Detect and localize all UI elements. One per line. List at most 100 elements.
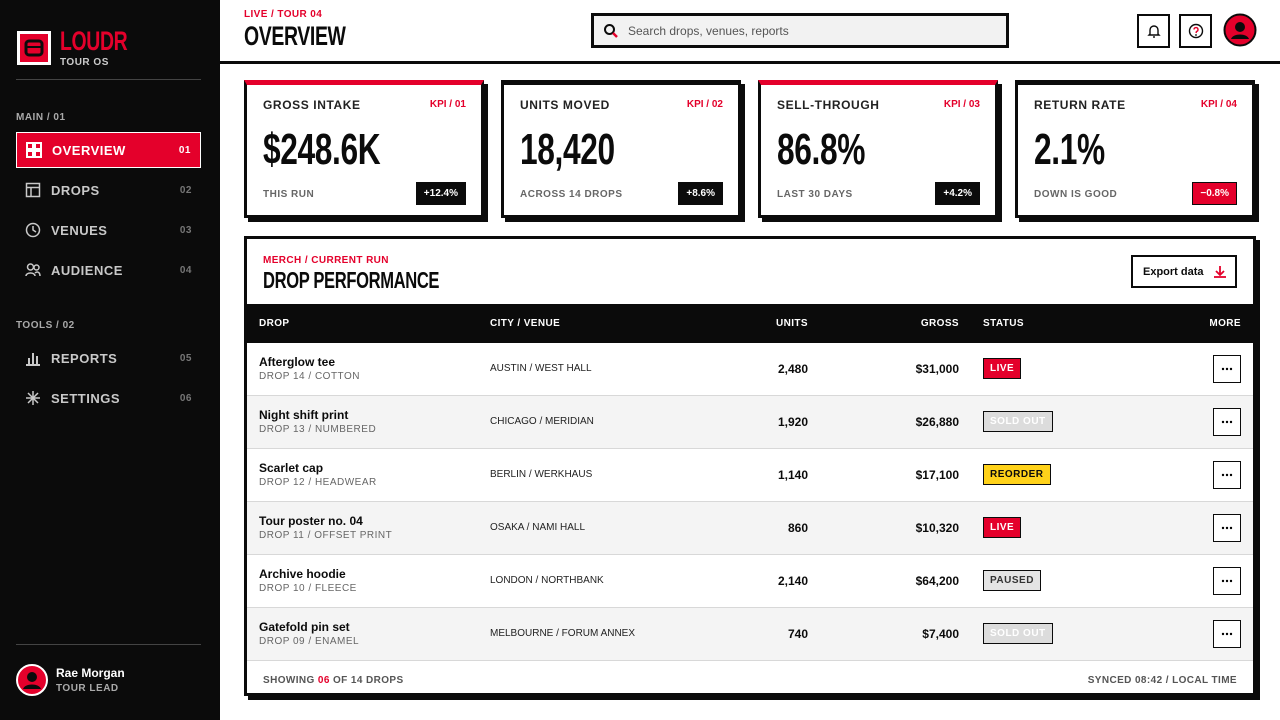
units: 1,140	[777, 468, 808, 482]
help-icon	[1188, 23, 1203, 39]
user-avatar[interactable]	[16, 664, 48, 696]
nav-item[interactable]: DROPS 02	[16, 172, 201, 208]
column-header: CITY / VENUE	[490, 318, 561, 329]
drop-name: Afterglow tee	[259, 355, 336, 369]
more-button[interactable]	[1213, 408, 1241, 436]
kpi-note: LAST 30 DAYS	[777, 189, 853, 200]
notifications-button[interactable]	[1137, 14, 1170, 48]
kpi-card: SELL-THROUGH KPI / 03 86.8% LAST 30 DAYS +4.…	[758, 80, 998, 218]
nav-icon	[26, 353, 40, 366]
units: 2,140	[777, 574, 808, 588]
units: 1,920	[777, 415, 808, 429]
kpi-note: THIS RUN	[263, 189, 315, 200]
kpi-tag: KPI / 03	[943, 99, 980, 110]
more-button[interactable]	[1213, 567, 1241, 595]
subbrand: TOUR OS	[60, 57, 109, 68]
help-button[interactable]	[1179, 14, 1212, 48]
kpi-note: ACROSS 14 DROPS	[520, 189, 623, 200]
more-icon	[1221, 420, 1233, 424]
venue: LONDON / NORTHBANK	[490, 575, 604, 586]
drop-sub: DROP 10 / FLEECE	[259, 583, 357, 594]
drop-name: Tour poster no. 04	[259, 514, 363, 528]
kpi-delta: +4.2%	[935, 182, 980, 205]
drop-sub: DROP 11 / OFFSET PRINT	[259, 530, 393, 541]
gross: $64,200	[915, 574, 959, 588]
nav-item[interactable]: OVERVIEW 01	[16, 132, 201, 168]
kpi-tag: KPI / 01	[429, 99, 466, 110]
nav-label: VENUES	[51, 222, 108, 238]
venue: AUSTIN / WEST HALL	[490, 363, 592, 374]
kpi-card: RETURN RATE KPI / 04 2.1% DOWN IS GOOD −0.8%	[1015, 80, 1255, 218]
kpi-delta: +8.6%	[678, 182, 723, 205]
status-badge: REORDER	[983, 464, 1051, 485]
section-title: MAIN / 01	[16, 112, 66, 123]
nav-num: 01	[178, 144, 191, 156]
search-box[interactable]: Search drops, venues, reports	[591, 13, 1009, 48]
export-button[interactable]: Export data	[1131, 255, 1237, 288]
kpi-label: SELL-THROUGH	[777, 98, 880, 112]
nav-label: SETTINGS	[51, 390, 121, 406]
table-row: Afterglow tee DROP 14 / COTTON AUSTIN / WE…	[247, 343, 1253, 396]
kpi-card: UNITS MOVED KPI / 02 18,420 ACROSS 14 DROPS…	[501, 80, 741, 218]
logo-icon	[17, 31, 51, 65]
nav-item[interactable]: REPORTS 05	[16, 340, 201, 376]
nav-num: 02	[179, 184, 192, 196]
table-row: Night shift print DROP 13 / NUMBERED CHICA…	[247, 396, 1253, 449]
kpi-value: 2.1%	[1034, 125, 1105, 174]
status-badge: LIVE	[983, 358, 1022, 379]
kpi-value-wrap: $248.6K	[263, 125, 426, 175]
nav-icon	[26, 142, 42, 158]
status-badge: SOLD OUT	[983, 411, 1053, 432]
kpi-delta: +12.4%	[415, 182, 466, 205]
kpi-value: 86.8%	[777, 125, 866, 174]
nav-icon	[25, 182, 41, 198]
nav-item[interactable]: SETTINGS 06	[16, 380, 201, 416]
table-title: DROP PERFORMANCE	[263, 267, 440, 293]
header-eyebrow: LIVE / TOUR 04	[244, 9, 323, 20]
more-icon	[1221, 473, 1233, 477]
brand: LOUDR	[60, 26, 128, 56]
more-icon	[1221, 526, 1233, 530]
divider	[16, 644, 201, 645]
gross: $31,000	[915, 362, 959, 376]
drop-name: Archive hoodie	[259, 567, 346, 581]
drop-name: Gatefold pin set	[259, 620, 350, 634]
status-badge: PAUSED	[983, 570, 1041, 591]
more-button[interactable]	[1213, 620, 1241, 648]
kpi-tag: KPI / 02	[686, 99, 723, 110]
kpi-label: RETURN RATE	[1034, 98, 1126, 112]
nav-label: DROPS	[51, 182, 100, 198]
nav-label: OVERVIEW	[52, 142, 126, 158]
more-button[interactable]	[1213, 461, 1241, 489]
nav-num: 03	[179, 224, 192, 236]
user-name: Rae Morgan	[56, 666, 125, 680]
drop-sub: DROP 14 / COTTON	[259, 371, 360, 382]
nav-item[interactable]: VENUES 03	[16, 212, 201, 248]
section-title: TOOLS / 02	[16, 320, 75, 331]
drop-sub: DROP 13 / NUMBERED	[259, 424, 377, 435]
more-button[interactable]	[1213, 355, 1241, 383]
status-badge: LIVE	[983, 517, 1022, 538]
venue: OSAKA / NAMI HALL	[490, 522, 586, 533]
footer-count: 06	[317, 675, 330, 686]
gross: $7,400	[922, 627, 959, 641]
column-header: UNITS	[776, 318, 808, 329]
more-icon	[1221, 579, 1233, 583]
nav-num: 06	[179, 392, 192, 404]
column-header: MORE	[1209, 318, 1241, 329]
units: 740	[787, 627, 808, 641]
column-header: STATUS	[983, 318, 1024, 329]
drop-name: Night shift print	[259, 408, 349, 422]
table-row: Tour poster no. 04 DROP 11 / OFFSET PRINT…	[247, 502, 1253, 555]
column-header: DROP	[259, 318, 290, 329]
more-icon	[1221, 367, 1233, 371]
more-button[interactable]	[1213, 514, 1241, 542]
drop-name: Scarlet cap	[259, 461, 324, 475]
header-rule	[220, 61, 1280, 64]
header-avatar[interactable]	[1223, 13, 1257, 47]
export-label: Export data	[1143, 265, 1204, 278]
table-eyebrow: MERCH / CURRENT RUN	[263, 255, 389, 266]
nav-item[interactable]: AUDIENCE 04	[16, 252, 201, 288]
